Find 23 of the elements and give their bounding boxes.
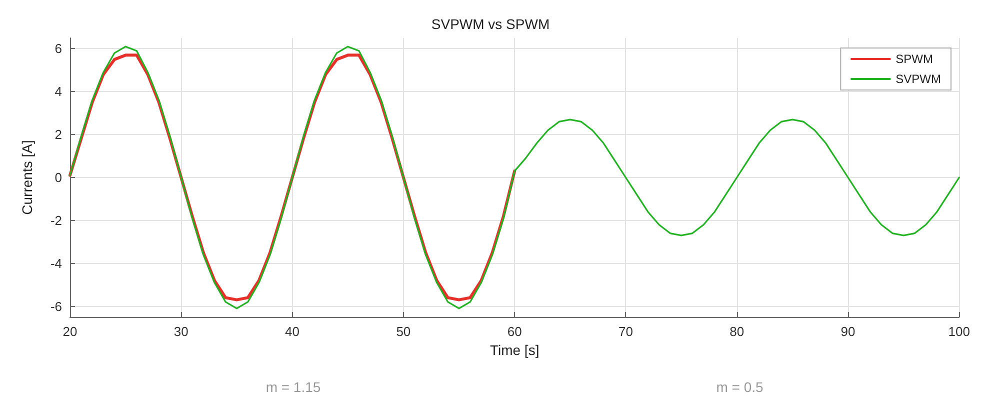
- y-tick-label: 6: [54, 41, 62, 56]
- x-tick-label: 50: [396, 324, 411, 339]
- text: m = 0.5: [716, 379, 764, 395]
- x-tick-label: 30: [174, 324, 188, 339]
- legend-label: SPWM: [896, 52, 934, 66]
- x-tick-label: 20: [62, 324, 78, 339]
- x-tick-label: 70: [618, 324, 633, 339]
- x-tick-label: 90: [840, 324, 856, 339]
- text: m = 1.15: [266, 379, 321, 395]
- y-tick-label: 0: [54, 170, 62, 185]
- y-tick-label: 2: [54, 127, 62, 142]
- y-tick-label: -4: [50, 256, 62, 271]
- legend-label: SVPWM: [896, 72, 942, 86]
- x-tick-label: 80: [730, 324, 744, 339]
- y-tick-label: 4: [54, 84, 62, 100]
- chart-title: SVPWM vs SPWM: [431, 16, 550, 32]
- x-axis-title: Time [s]: [490, 342, 540, 358]
- y-tick-label: -6: [50, 298, 62, 314]
- x-tick-label: 60: [507, 324, 522, 339]
- y-tick-label: -2: [50, 212, 62, 228]
- x-tick-label: 100: [948, 324, 970, 339]
- x-tick-label: 40: [285, 324, 300, 339]
- y-axis-title: Currents [A]: [19, 140, 35, 215]
